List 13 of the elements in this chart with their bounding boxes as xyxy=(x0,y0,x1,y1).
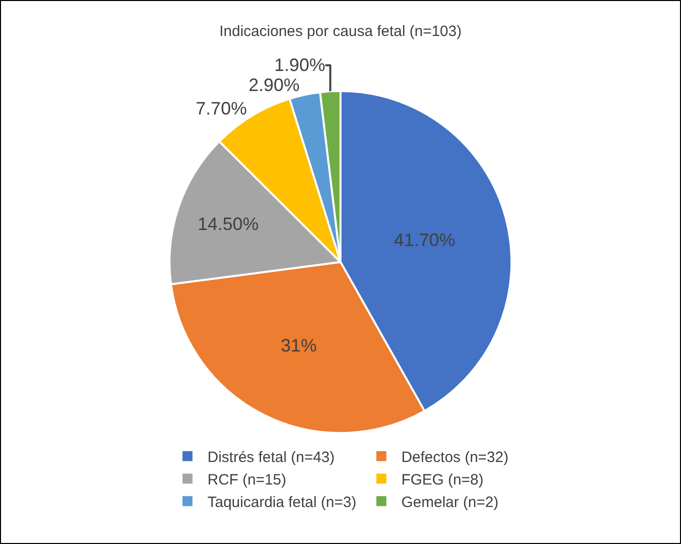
legend-label: Taquicardia fetal (n=3) xyxy=(208,494,356,511)
data-label: 1.90% xyxy=(274,55,326,76)
data-label: 31% xyxy=(280,336,317,356)
legend-label: Distrés fetal (n=43) xyxy=(208,448,335,466)
data-label: 2.90% xyxy=(248,75,300,96)
chart-title: Indicaciones por causa fetal (n=103) xyxy=(219,22,462,40)
data-label: 41.70% xyxy=(394,230,456,250)
legend-label: RCF (n=15) xyxy=(208,471,286,488)
legend-label: Defectos (n=32) xyxy=(401,448,508,466)
data-label: 7.70% xyxy=(196,98,247,118)
data-label: 14.50% xyxy=(198,214,259,234)
legend-label: FGEG (n=8) xyxy=(401,471,484,488)
legend-label: Gemelar (n=2) xyxy=(401,494,498,511)
